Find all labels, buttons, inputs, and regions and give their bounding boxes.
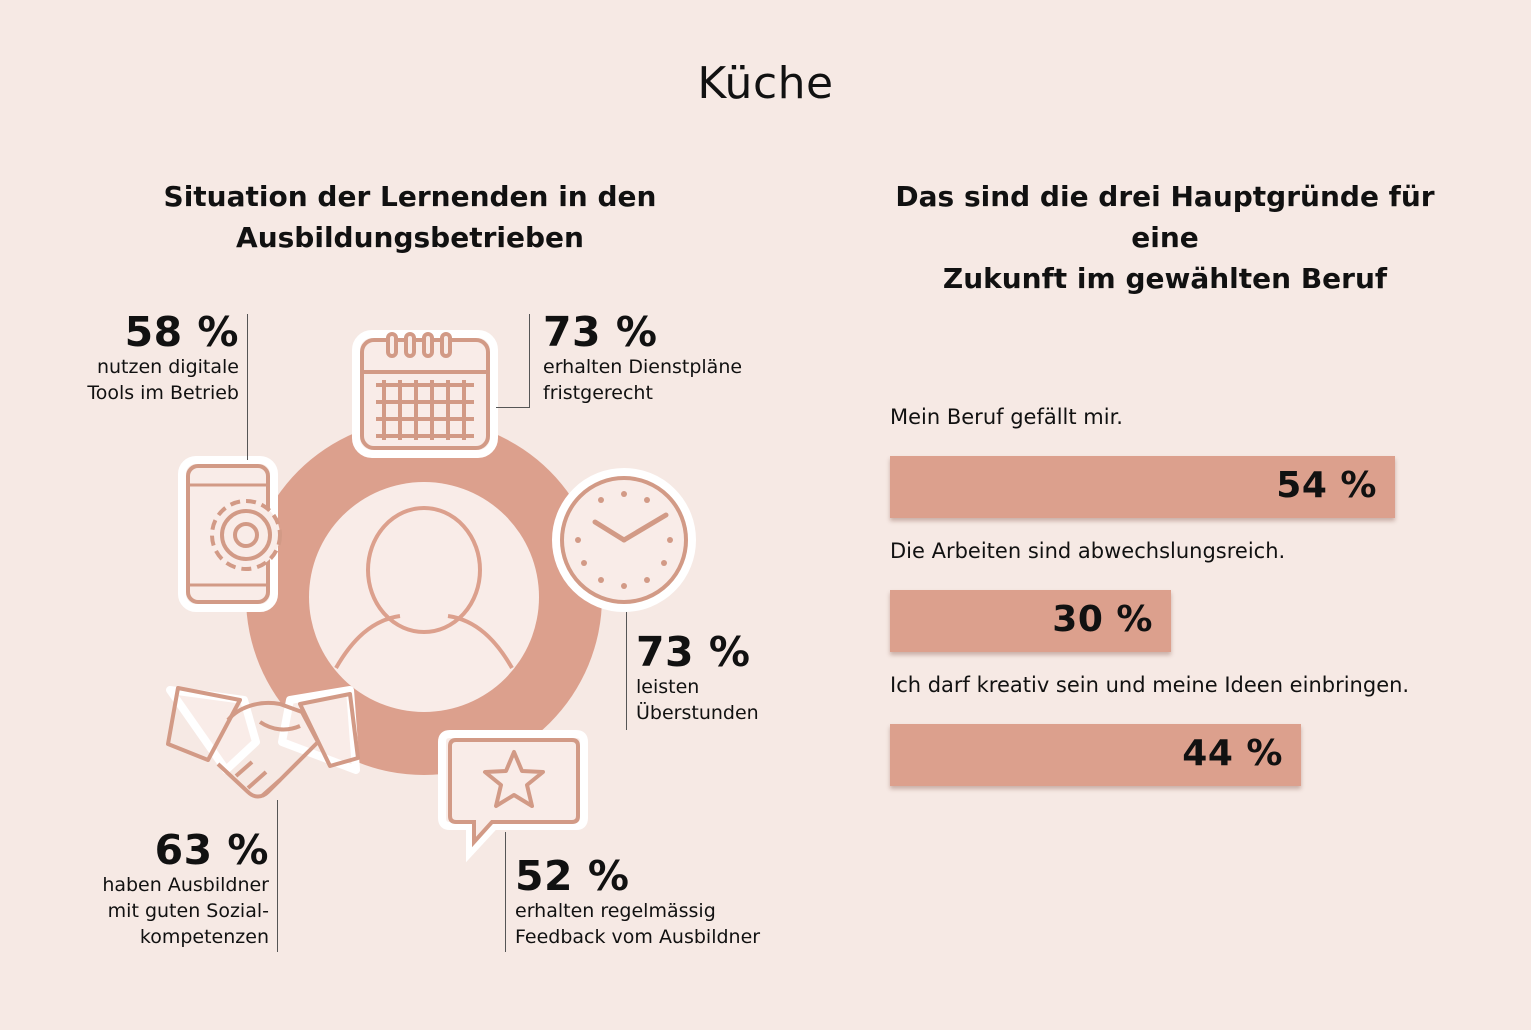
- stat-value: 73 %: [636, 628, 751, 676]
- calendar-icon: [352, 330, 498, 458]
- bar-category-label: Die Arbeiten sind abwechslungsreich.: [890, 539, 1286, 563]
- star-speech-bubble-icon: [438, 730, 588, 863]
- right-title-line-2: Zukunft im gewählten Beruf: [942, 262, 1388, 295]
- stat-overtime: 73 % leisten Überstunden: [636, 630, 856, 726]
- connector-line-73-calendar: [529, 314, 530, 408]
- stat-duty-schedules: 73 % erhalten Dienstpläne fristgerecht: [543, 310, 803, 406]
- bar-value-label: 54 %: [1276, 465, 1377, 506]
- stat-value: 52 %: [515, 852, 630, 900]
- stat-value: 58 %: [124, 308, 239, 356]
- stat-desc-line: Überstunden: [636, 702, 759, 724]
- left-title-line-2: Ausbildungsbetrieben: [236, 221, 584, 254]
- connector-line-63: [277, 800, 278, 952]
- person-icon: [334, 506, 514, 669]
- smartphone-gear-icon: [178, 456, 282, 612]
- bar-value-label: 44 %: [1182, 733, 1283, 774]
- bar-value-label: 30 %: [1052, 599, 1153, 640]
- stat-desc-line: haben Ausbildner: [102, 874, 269, 896]
- center-ring: [246, 419, 602, 775]
- left-section-title: Situation der Lernenden in den Ausbildun…: [140, 176, 680, 258]
- clock-icon: [552, 468, 696, 612]
- stat-desc-line: erhalten regelmässig: [515, 900, 716, 922]
- reasons-bar-chart: Mein Beruf gefällt mir. 54 % Die Arbeiten …: [890, 405, 1490, 805]
- stat-desc-line: nutzen digitale: [96, 356, 239, 378]
- connector-line-73-clock: [626, 612, 627, 730]
- stat-desc-line: mit guten Sozial-: [107, 900, 269, 922]
- stat-social-skills: 63 % haben Ausbildner mit guten Sozial- …: [29, 828, 269, 950]
- stat-value: 63 %: [154, 826, 269, 874]
- left-title-line-1: Situation der Lernenden in den: [163, 180, 657, 213]
- bar-category-label: Ich darf kreativ sein und meine Ideen ei…: [890, 673, 1410, 697]
- bar: 54 %: [890, 456, 1395, 518]
- bar: 44 %: [890, 724, 1301, 786]
- stat-digital-tools: 58 % nutzen digitale Tools im Betrieb: [19, 310, 239, 406]
- stat-feedback: 52 % erhalten regelmässig Feedback vom A…: [515, 854, 805, 950]
- stat-value: 73 %: [543, 308, 658, 356]
- right-title-line-1: Das sind die drei Hauptgründe für eine: [895, 180, 1435, 254]
- right-section-title: Das sind die drei Hauptgründe für eine Z…: [880, 176, 1450, 299]
- stat-desc-line: fristgerecht: [543, 382, 653, 404]
- stat-desc-line: Tools im Betrieb: [87, 382, 239, 404]
- page-title: Küche: [697, 58, 834, 109]
- stat-desc-line: erhalten Dienstpläne: [543, 356, 743, 378]
- connector-line-52: [505, 832, 506, 952]
- connector-hline-73-calendar: [496, 407, 530, 408]
- handshake-icon: [166, 686, 360, 799]
- stat-desc-line: Feedback vom Ausbildner: [515, 926, 761, 948]
- stat-desc-line: kompetenzen: [139, 926, 269, 948]
- connector-line-58: [247, 314, 248, 460]
- bar-category-label: Mein Beruf gefällt mir.: [890, 405, 1123, 429]
- bar: 30 %: [890, 590, 1171, 652]
- stat-desc-line: leisten: [636, 676, 700, 698]
